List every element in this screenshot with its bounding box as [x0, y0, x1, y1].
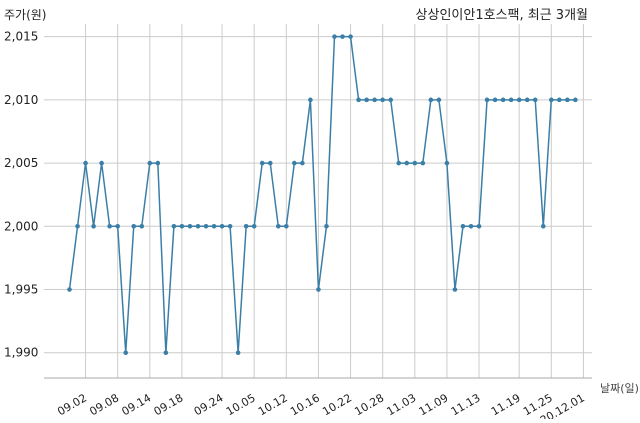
x-axis-label: 날짜(일) [600, 381, 639, 395]
y-axis-label: 주가(원) [4, 8, 46, 22]
data-point [492, 97, 498, 103]
data-point [179, 223, 185, 229]
data-point [516, 97, 522, 103]
data-point [211, 223, 217, 229]
data-point [163, 350, 169, 356]
data-point [243, 223, 249, 229]
x-tick-label: 10.05 [224, 391, 258, 418]
series-line [68, 35, 576, 353]
data-point [452, 287, 458, 292]
data-point [139, 223, 145, 229]
data-point [388, 97, 394, 103]
y-tick-label: 1,990 [4, 346, 38, 360]
data-point [428, 97, 434, 103]
data-point [75, 223, 80, 229]
data-point [332, 34, 337, 39]
data-point [412, 160, 418, 166]
data-point [316, 287, 321, 292]
data-point [300, 160, 305, 166]
x-tick-label: 11.13 [449, 391, 483, 418]
data-point [532, 97, 538, 103]
data-point [420, 160, 426, 166]
data-point [267, 160, 273, 166]
data-point [67, 287, 72, 292]
y-tick-label: 1,995 [4, 283, 38, 297]
data-point [404, 160, 410, 166]
x-tick-label: 09.08 [87, 391, 121, 418]
y-tick-label: 2,000 [4, 219, 38, 233]
data-point [484, 97, 490, 103]
data-point [380, 97, 385, 103]
y-tick-label: 2,010 [4, 93, 38, 107]
data-point [171, 223, 177, 229]
data-point [187, 223, 193, 229]
data-point [468, 223, 474, 229]
data-point [131, 223, 137, 229]
data-point [83, 160, 88, 166]
data-point [123, 350, 129, 356]
x-tick-label: 09.18 [152, 391, 186, 418]
data-point [308, 97, 313, 103]
data-point [356, 97, 361, 103]
data-point [364, 97, 369, 103]
data-point [324, 223, 329, 229]
data-point [251, 223, 257, 229]
data-point [219, 223, 225, 229]
data-point [557, 97, 562, 103]
x-tick-label: 11.19 [489, 391, 523, 418]
grid [44, 24, 592, 378]
x-tick-label: 11.09 [417, 391, 451, 418]
data-point [340, 34, 345, 39]
x-tick-label: 09.24 [192, 391, 226, 418]
data-point [284, 223, 289, 229]
data-point [444, 160, 450, 166]
x-tick-label: 10.28 [352, 391, 386, 418]
y-tick-label: 2,005 [4, 156, 38, 170]
data-point [396, 160, 402, 166]
data-point [195, 223, 201, 229]
data-point [115, 223, 120, 229]
data-point [508, 97, 514, 103]
x-tick-label: 10.16 [288, 391, 322, 418]
data-point [524, 97, 530, 103]
data-point [235, 350, 241, 356]
data-point [565, 97, 570, 103]
data-point [476, 223, 482, 229]
data-point [573, 97, 578, 103]
data-point [275, 223, 281, 229]
data-point [155, 160, 161, 166]
data-point [99, 160, 104, 166]
data-point [107, 223, 112, 229]
data-point [203, 223, 209, 229]
x-tick-label: 11.03 [385, 391, 419, 418]
data-point [147, 160, 153, 166]
chart-title: 상상인이안1호스팩, 최근 3개월 [416, 8, 588, 23]
x-tick-label: 09.02 [55, 391, 89, 418]
data-point [436, 97, 442, 103]
data-point [348, 34, 353, 39]
x-tick-label: 09.14 [120, 391, 154, 418]
data-point [540, 223, 546, 229]
data-point [460, 223, 466, 229]
series-layer [67, 34, 578, 356]
data-point [259, 160, 265, 166]
axes: 1,990 1,995 2,000 2,005 2,010 2,015 09.0209.08… [4, 30, 592, 423]
data-point [292, 160, 297, 166]
data-point [91, 223, 96, 229]
data-point [500, 97, 506, 103]
x-tick-label: 10.22 [320, 391, 354, 418]
data-point [549, 97, 554, 103]
y-tick-label: 2,015 [4, 30, 38, 44]
x-tick-label: 10.12 [256, 391, 290, 418]
data-point [227, 223, 233, 229]
data-point [372, 97, 377, 103]
